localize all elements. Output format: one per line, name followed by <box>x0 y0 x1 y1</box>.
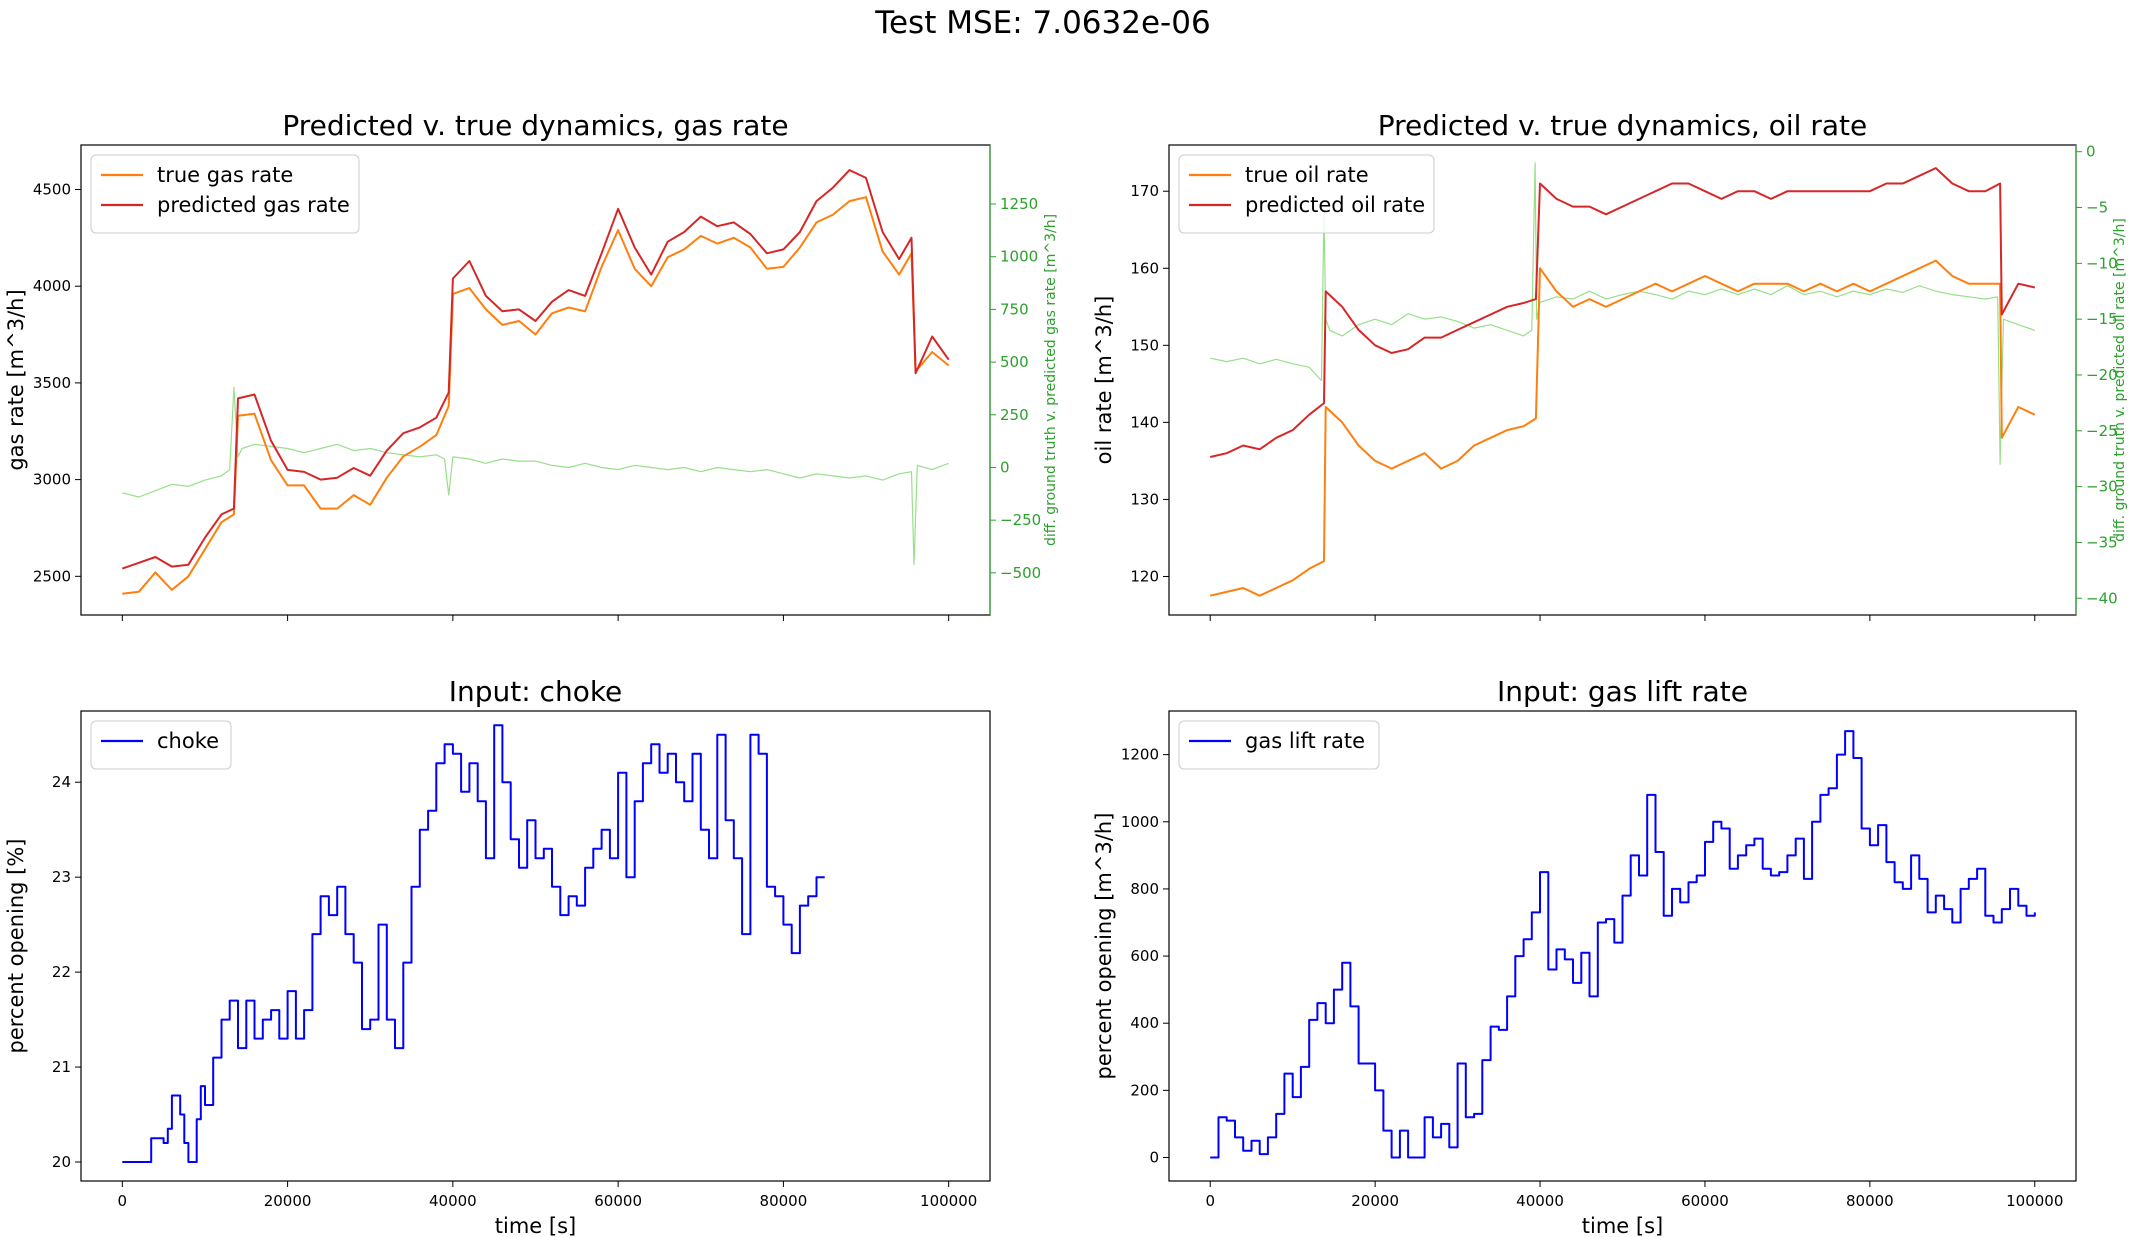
choke-xtick-label: 40000 <box>429 1192 477 1210</box>
choke-title: Input: choke <box>449 675 623 708</box>
choke-input-line <box>122 724 825 1163</box>
gas-ytick-label: 3500 <box>33 374 71 392</box>
gas-y2tick-label: 750 <box>1000 300 1029 318</box>
oil-panel: Predicted v. true dynamics, oil rate 120 1… <box>1092 109 2128 621</box>
oil-legend: true oil rate predicted oil rate <box>1178 154 1435 234</box>
gas-y2tick-label: 0 <box>1000 458 1010 476</box>
gaslift-ytick-label: 600 <box>1130 947 1159 965</box>
choke-legend: choke <box>90 720 232 770</box>
gas-panel: Predicted v. true dynamics, gas rate2500… <box>4 109 1059 621</box>
choke-ytick-label: 24 <box>52 773 71 791</box>
gaslift-xtick-label: 0 <box>1205 1192 1215 1210</box>
oil-legend-label: predicted oil rate <box>1245 193 1425 217</box>
oil-title: Predicted v. true dynamics, oil rate <box>1378 109 1867 142</box>
gaslift-xtick-label: 100000 <box>2006 1192 2063 1210</box>
gas-difference-line <box>122 386 949 565</box>
oil-ytick-label: 120 <box>1130 567 1159 585</box>
oil-y2tick-label: −30 <box>2086 478 2118 496</box>
gaslift-title: Input: gas lift rate <box>1497 675 1748 708</box>
gas-y2tick-label: 500 <box>1000 353 1029 371</box>
gaslift-xtick-label: 40000 <box>1516 1192 1564 1210</box>
choke-xtick-label: 60000 <box>594 1192 642 1210</box>
gaslift-input-line <box>1210 730 2036 1159</box>
oil-y2tick-label: −10 <box>2086 254 2118 272</box>
gas-predicted-line <box>121 169 950 570</box>
gas-ytick-label: 4000 <box>33 277 71 295</box>
gas-y-label: gas rate [m^3/h] <box>4 289 28 470</box>
gas-ytick-label: 4500 <box>33 180 71 198</box>
gaslift-legend: gas lift rate <box>1178 720 1380 770</box>
gaslift-xtick-label: 20000 <box>1351 1192 1399 1210</box>
oil-true-line <box>1209 259 2036 597</box>
gaslift-ytick-label: 1200 <box>1121 746 1159 764</box>
choke-panel: Input: choke 0 20000 40000 60000 80000 100000 2… <box>4 675 991 1237</box>
oil-ytick-label: 130 <box>1130 490 1159 508</box>
gas-ytick-label: 3000 <box>33 471 71 489</box>
oil-y2tick-label: −5 <box>2086 199 2108 217</box>
gas-ytick-label: 2500 <box>33 567 71 585</box>
gas-y2tick-label: −500 <box>1000 564 1041 582</box>
choke-ytick-label: 20 <box>52 1153 71 1171</box>
choke-legend-label: choke <box>157 729 219 753</box>
choke-xtick-label: 100000 <box>920 1192 977 1210</box>
oil-y2tick-label: 0 <box>2086 143 2096 161</box>
gas-y2-label: diff. ground truth v. predicted gas rate… <box>1043 214 1059 546</box>
oil-y2tick-label: −25 <box>2086 422 2118 440</box>
oil-ytick-label: 150 <box>1130 336 1159 354</box>
choke-xtick-label: 80000 <box>760 1192 808 1210</box>
gas-legend: true gas rate predicted gas rate <box>90 154 360 234</box>
gaslift-xtick-label: 80000 <box>1846 1192 1894 1210</box>
gaslift-xtick-label: 60000 <box>1681 1192 1729 1210</box>
oil-legend-label: true oil rate <box>1245 163 1369 187</box>
choke-y-label: percent opening [%] <box>4 838 28 1053</box>
oil-predicted-line <box>1209 167 2036 458</box>
oil-y2-label: diff. ground truth v. predicted oil rate… <box>2112 218 2128 542</box>
oil-y-label: oil rate [m^3/h] <box>1092 296 1116 465</box>
oil-ytick-label: 140 <box>1130 413 1159 431</box>
gas-y2tick-label: 1250 <box>1000 195 1038 213</box>
gas-legend-box <box>90 154 360 234</box>
choke-xtick-label: 20000 <box>264 1192 312 1210</box>
oil-y2tick-label: −20 <box>2086 366 2118 384</box>
gas-legend-label: predicted gas rate <box>157 193 350 217</box>
choke-legend-box <box>90 720 232 770</box>
gas-title: Predicted v. true dynamics, gas rate <box>282 109 788 142</box>
choke-ytick-label: 21 <box>52 1058 71 1076</box>
gaslift-ytick-label: 400 <box>1130 1014 1159 1032</box>
gas-legend-label: true gas rate <box>157 163 293 187</box>
choke-xtick-label: 0 <box>118 1192 128 1210</box>
choke-axes-frame <box>80 710 991 1182</box>
gaslift-ytick-label: 200 <box>1130 1081 1159 1099</box>
gaslift-legend-box <box>1178 720 1380 770</box>
oil-difference-line <box>1210 162 2035 465</box>
oil-y2tick-label: −40 <box>2086 589 2118 607</box>
gaslift-axes-frame <box>1168 710 2077 1182</box>
gaslift-ytick-label: 0 <box>1149 1149 1159 1167</box>
choke-ytick-label: 22 <box>52 963 71 981</box>
oil-ytick-label: 160 <box>1130 259 1159 277</box>
oil-ytick-label: 170 <box>1130 182 1159 200</box>
figure-suptitle: Test MSE: 7.0632e-06 <box>874 5 1210 41</box>
gas-true-line <box>122 196 950 595</box>
gaslift-ytick-label: 800 <box>1130 880 1159 898</box>
gaslift-y-label: percent opening [m^3/h] <box>1092 813 1116 1080</box>
oil-legend-box <box>1178 154 1435 234</box>
choke-ytick-label: 23 <box>52 868 71 886</box>
oil-y2tick-label: −35 <box>2086 533 2118 551</box>
gaslift-x-label: time [s] <box>1582 1214 1663 1237</box>
gas-y2tick-label: −250 <box>1000 511 1041 529</box>
gaslift-ytick-label: 1000 <box>1121 813 1159 831</box>
gas-y2tick-label: 1000 <box>1000 248 1038 266</box>
choke-x-label: time [s] <box>495 1214 576 1237</box>
gaslift-legend-label: gas lift rate <box>1245 729 1365 753</box>
oil-y2tick-label: −15 <box>2086 310 2118 328</box>
gas-y2tick-label: 250 <box>1000 406 1029 424</box>
